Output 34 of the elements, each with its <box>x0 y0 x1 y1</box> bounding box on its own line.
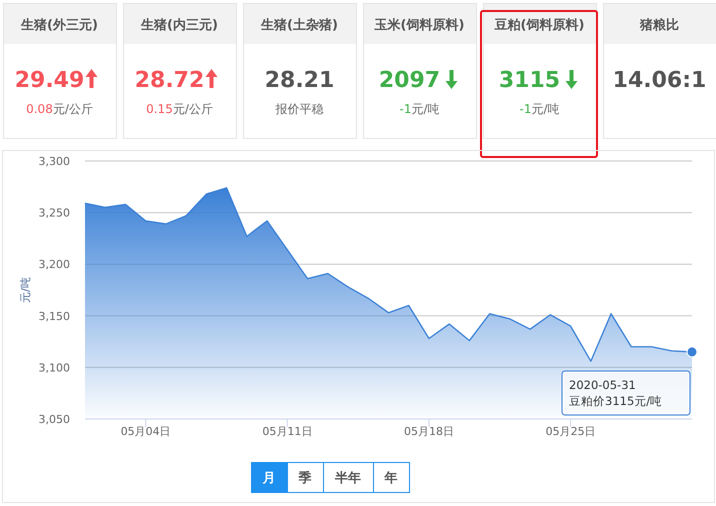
y-tick-label: 3,200 <box>38 258 70 272</box>
text: 报价平稳 <box>274 102 324 116</box>
text: 月 <box>262 471 276 486</box>
text: 0.15元/公斤 <box>146 102 213 116</box>
text: 2097 <box>378 68 440 93</box>
category-label: 玉米(饲料原料) <box>374 18 464 33</box>
text: 年 <box>384 471 398 486</box>
text: 29.49 <box>14 68 84 93</box>
y-tick-label: 3,150 <box>38 310 70 323</box>
y-tick-label: 3,300 <box>38 155 70 168</box>
tooltip-box: 2020-05-31 豆粕价3115元/吨 <box>562 370 690 416</box>
x-tick-label: 05月11日 <box>262 425 312 438</box>
text: -1元/吨 <box>519 102 560 116</box>
y-tick-label: 3,050 <box>38 413 70 426</box>
category-label: 豆粕(饲料原料) <box>494 18 584 33</box>
y-axis-title: 元/吨 <box>19 277 32 303</box>
text: 28.72 <box>134 68 204 93</box>
text: 28.21 <box>264 68 334 93</box>
x-tick-label: 05月04日 <box>120 425 171 438</box>
category-label: 猪粮比 <box>639 17 679 33</box>
text: 季 <box>298 470 312 486</box>
x-tick-label: 05月25日 <box>546 425 596 438</box>
y-tick-label: 3,250 <box>38 206 70 220</box>
text: 14.06:1 <box>612 68 706 93</box>
text: 半年 <box>334 471 361 486</box>
category-label: 生猪(外三元) <box>20 18 98 33</box>
text: -1元/吨 <box>399 102 440 116</box>
text: 0.08元/公斤 <box>26 102 93 116</box>
x-tick-label: 05月18日 <box>404 425 454 438</box>
category-label: 生猪(内三元) <box>140 18 218 33</box>
category-label: 生猪(土杂猪) <box>260 18 338 33</box>
text: 3115 <box>498 68 560 93</box>
annotation: 2020-05-31 豆粕价3115元/吨 <box>569 378 662 408</box>
y-tick-label: 3,100 <box>38 361 70 374</box>
